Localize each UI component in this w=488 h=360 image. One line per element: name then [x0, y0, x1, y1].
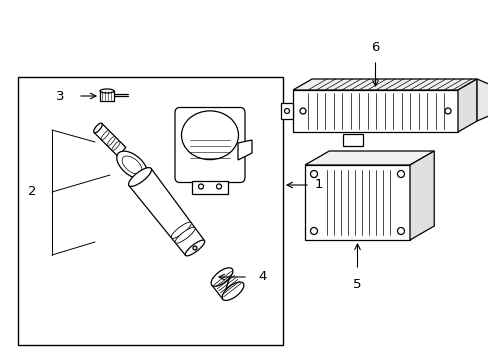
- Ellipse shape: [122, 156, 142, 174]
- Text: 5: 5: [352, 278, 361, 291]
- Polygon shape: [292, 79, 476, 90]
- Ellipse shape: [198, 184, 203, 189]
- Ellipse shape: [107, 136, 115, 146]
- Polygon shape: [100, 91, 114, 101]
- Text: 1: 1: [314, 179, 323, 192]
- Text: 2: 2: [28, 185, 37, 198]
- Ellipse shape: [284, 108, 289, 113]
- Bar: [305, 165, 409, 240]
- Ellipse shape: [397, 171, 404, 177]
- Ellipse shape: [128, 168, 151, 186]
- Polygon shape: [192, 180, 227, 193]
- Ellipse shape: [112, 141, 120, 151]
- FancyBboxPatch shape: [175, 108, 244, 183]
- Polygon shape: [305, 151, 433, 165]
- Ellipse shape: [100, 89, 114, 93]
- Ellipse shape: [185, 240, 204, 256]
- Ellipse shape: [299, 108, 305, 114]
- Ellipse shape: [216, 184, 221, 189]
- Ellipse shape: [310, 228, 317, 234]
- Text: 3: 3: [55, 90, 64, 103]
- Ellipse shape: [444, 108, 450, 114]
- Ellipse shape: [117, 151, 147, 179]
- Polygon shape: [281, 103, 292, 120]
- Bar: [18, 77, 283, 345]
- Text: 6: 6: [370, 41, 379, 54]
- Text: 4: 4: [258, 270, 266, 284]
- Ellipse shape: [175, 227, 195, 243]
- Polygon shape: [476, 79, 488, 121]
- Polygon shape: [457, 79, 476, 132]
- Polygon shape: [211, 269, 232, 299]
- Polygon shape: [129, 168, 204, 255]
- Polygon shape: [409, 151, 433, 240]
- Ellipse shape: [397, 228, 404, 234]
- Ellipse shape: [171, 222, 191, 238]
- Ellipse shape: [222, 282, 244, 301]
- Ellipse shape: [310, 171, 317, 177]
- Polygon shape: [238, 140, 251, 160]
- Bar: [292, 90, 457, 132]
- Ellipse shape: [94, 123, 102, 133]
- Ellipse shape: [211, 268, 232, 286]
- Ellipse shape: [101, 130, 109, 140]
- Ellipse shape: [181, 111, 238, 159]
- Polygon shape: [342, 134, 362, 146]
- Ellipse shape: [193, 246, 197, 250]
- Polygon shape: [94, 123, 125, 157]
